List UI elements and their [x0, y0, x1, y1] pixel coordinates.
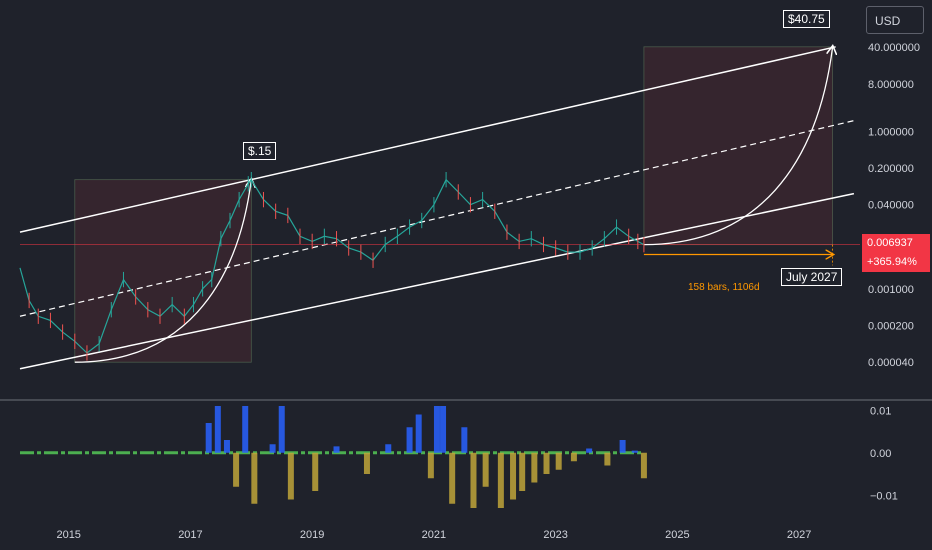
- price-change-value: +365.94%: [867, 256, 917, 268]
- oscillator-bar-1: [214, 406, 221, 453]
- oscillator-bar-18: [449, 452, 456, 504]
- oscillator-bar-10: [333, 446, 340, 453]
- target-2018-label: $.15: [243, 142, 277, 160]
- oscillator-bar-27: [555, 452, 562, 470]
- x-tick-label-6: 2027: [787, 529, 811, 541]
- oscillator-bar-11: [363, 452, 370, 474]
- channel-upper-line: [19, 46, 836, 233]
- x-tick-label-3: 2021: [422, 529, 446, 541]
- oscillator-bar-32: [631, 450, 638, 453]
- osc-y-tick-label-0: 0.01: [870, 405, 891, 417]
- oscillator-bar-13: [406, 427, 413, 453]
- oscillator-bar-21: [482, 452, 489, 487]
- oscillator-bar-30: [604, 452, 611, 466]
- cycle-2-curve: [643, 47, 833, 246]
- last-price-tag: 0.006937 +365.94%: [862, 234, 930, 272]
- oscillator-bar-4: [242, 406, 249, 453]
- oscillator-bar-28: [570, 452, 577, 462]
- oscillator-bar-33: [640, 452, 647, 479]
- oscillator-bar-14: [415, 414, 422, 453]
- osc-y-tick-label-2: −0.01: [870, 490, 898, 502]
- target-date-label: July 2027: [781, 268, 843, 286]
- oscillator-bar-5: [251, 452, 258, 504]
- y-tick-label-7: 0.000040: [868, 357, 914, 369]
- y-tick-label-6: 0.000200: [868, 321, 914, 333]
- oscillator-bar-29: [586, 448, 593, 453]
- oscillator-bar-24: [519, 452, 526, 491]
- y-tick-label-4: 0.040000: [868, 200, 914, 212]
- oscillator-bar-23: [510, 452, 517, 500]
- cycle-2-box: [643, 46, 834, 246]
- oscillator-bar-2: [223, 440, 230, 453]
- x-tick-label-0: 2015: [56, 529, 80, 541]
- oscillator-bar-0: [205, 423, 212, 453]
- oscillator-bar-22: [497, 452, 504, 508]
- price-series-line: [19, 178, 645, 354]
- y-tick-label-5: 0.001000: [868, 284, 914, 296]
- channel-mid-line: [19, 120, 855, 317]
- y-tick-label-0: 40.000000: [868, 42, 920, 54]
- oscillator-bar-25: [531, 452, 538, 483]
- y-tick-label-1: 8.000000: [868, 79, 914, 91]
- oscillator-bar-16: [433, 406, 440, 453]
- oscillator-bar-9: [312, 452, 319, 491]
- oscillator-bar-17: [440, 406, 447, 453]
- oscillator-bar-6: [269, 444, 276, 453]
- oscillator-bar-15: [427, 452, 434, 479]
- osc-y-tick-label-1: 0.00: [870, 448, 891, 460]
- currency-label: USD: [875, 14, 901, 28]
- x-tick-label-1: 2017: [178, 529, 202, 541]
- oscillator-bar-20: [470, 452, 477, 508]
- y-tick-label-2: 1.000000: [868, 126, 914, 138]
- cycle-1-box: [74, 179, 252, 363]
- x-tick-label-5: 2025: [665, 529, 689, 541]
- oscillator-bar-8: [287, 452, 294, 500]
- y-tick-label-3: 0.200000: [868, 163, 914, 175]
- target-2027-label: $40.75: [783, 10, 830, 28]
- oscillator-bar-26: [543, 452, 550, 474]
- oscillator-bar-31: [619, 440, 626, 453]
- range-info-label: 158 bars, 1106d: [688, 282, 760, 293]
- last-price-value: 0.006937: [867, 237, 913, 249]
- oscillator-bar-19: [461, 427, 468, 453]
- currency-button[interactable]: USD: [866, 6, 924, 34]
- oscillator-bar-12: [385, 444, 392, 453]
- x-tick-label-2: 2019: [300, 529, 324, 541]
- cycle-1-curve: [74, 180, 252, 363]
- oscillator-bar-3: [233, 452, 240, 487]
- x-tick-label-4: 2023: [543, 529, 567, 541]
- channel-lower-line: [19, 192, 855, 370]
- oscillator-bar-7: [278, 406, 285, 453]
